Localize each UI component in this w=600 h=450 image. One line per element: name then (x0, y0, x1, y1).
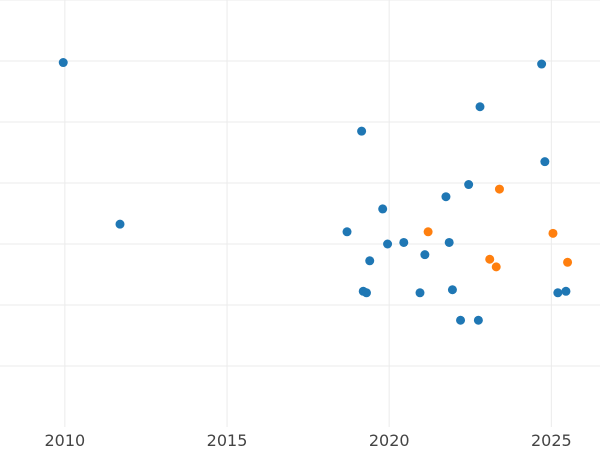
data-point (464, 180, 474, 190)
data-point (444, 237, 454, 247)
data-point (115, 219, 125, 229)
x-tick-label: 2010 (45, 431, 86, 450)
data-point (399, 237, 409, 247)
data-point (456, 315, 466, 325)
data-point (415, 288, 425, 298)
data-point (441, 192, 451, 202)
data-point (537, 59, 547, 69)
x-tick-label: 2025 (531, 431, 572, 450)
data-point (561, 286, 571, 296)
data-point (473, 315, 483, 325)
data-point (485, 254, 495, 264)
data-point (342, 227, 352, 237)
data-point (383, 239, 393, 249)
data-point (361, 288, 371, 298)
data-points (58, 58, 573, 325)
data-point (447, 285, 457, 295)
data-point (494, 184, 504, 194)
vertical-gridlines (64, 0, 552, 427)
data-point (423, 227, 433, 237)
x-tick-label: 2015 (207, 431, 248, 450)
x-tick-label: 2020 (369, 431, 410, 450)
horizontal-gridlines (0, 0, 600, 367)
data-point (553, 288, 563, 298)
x-tick-labels: 2010 2015 2020 2025 (45, 431, 572, 450)
data-point (420, 250, 430, 260)
data-point (475, 102, 485, 112)
data-point (563, 257, 573, 267)
data-point (58, 58, 68, 68)
data-point (491, 262, 501, 272)
data-point (357, 126, 367, 136)
data-point (378, 204, 388, 214)
data-point (365, 256, 375, 266)
data-point (548, 228, 558, 238)
data-point (540, 157, 550, 167)
